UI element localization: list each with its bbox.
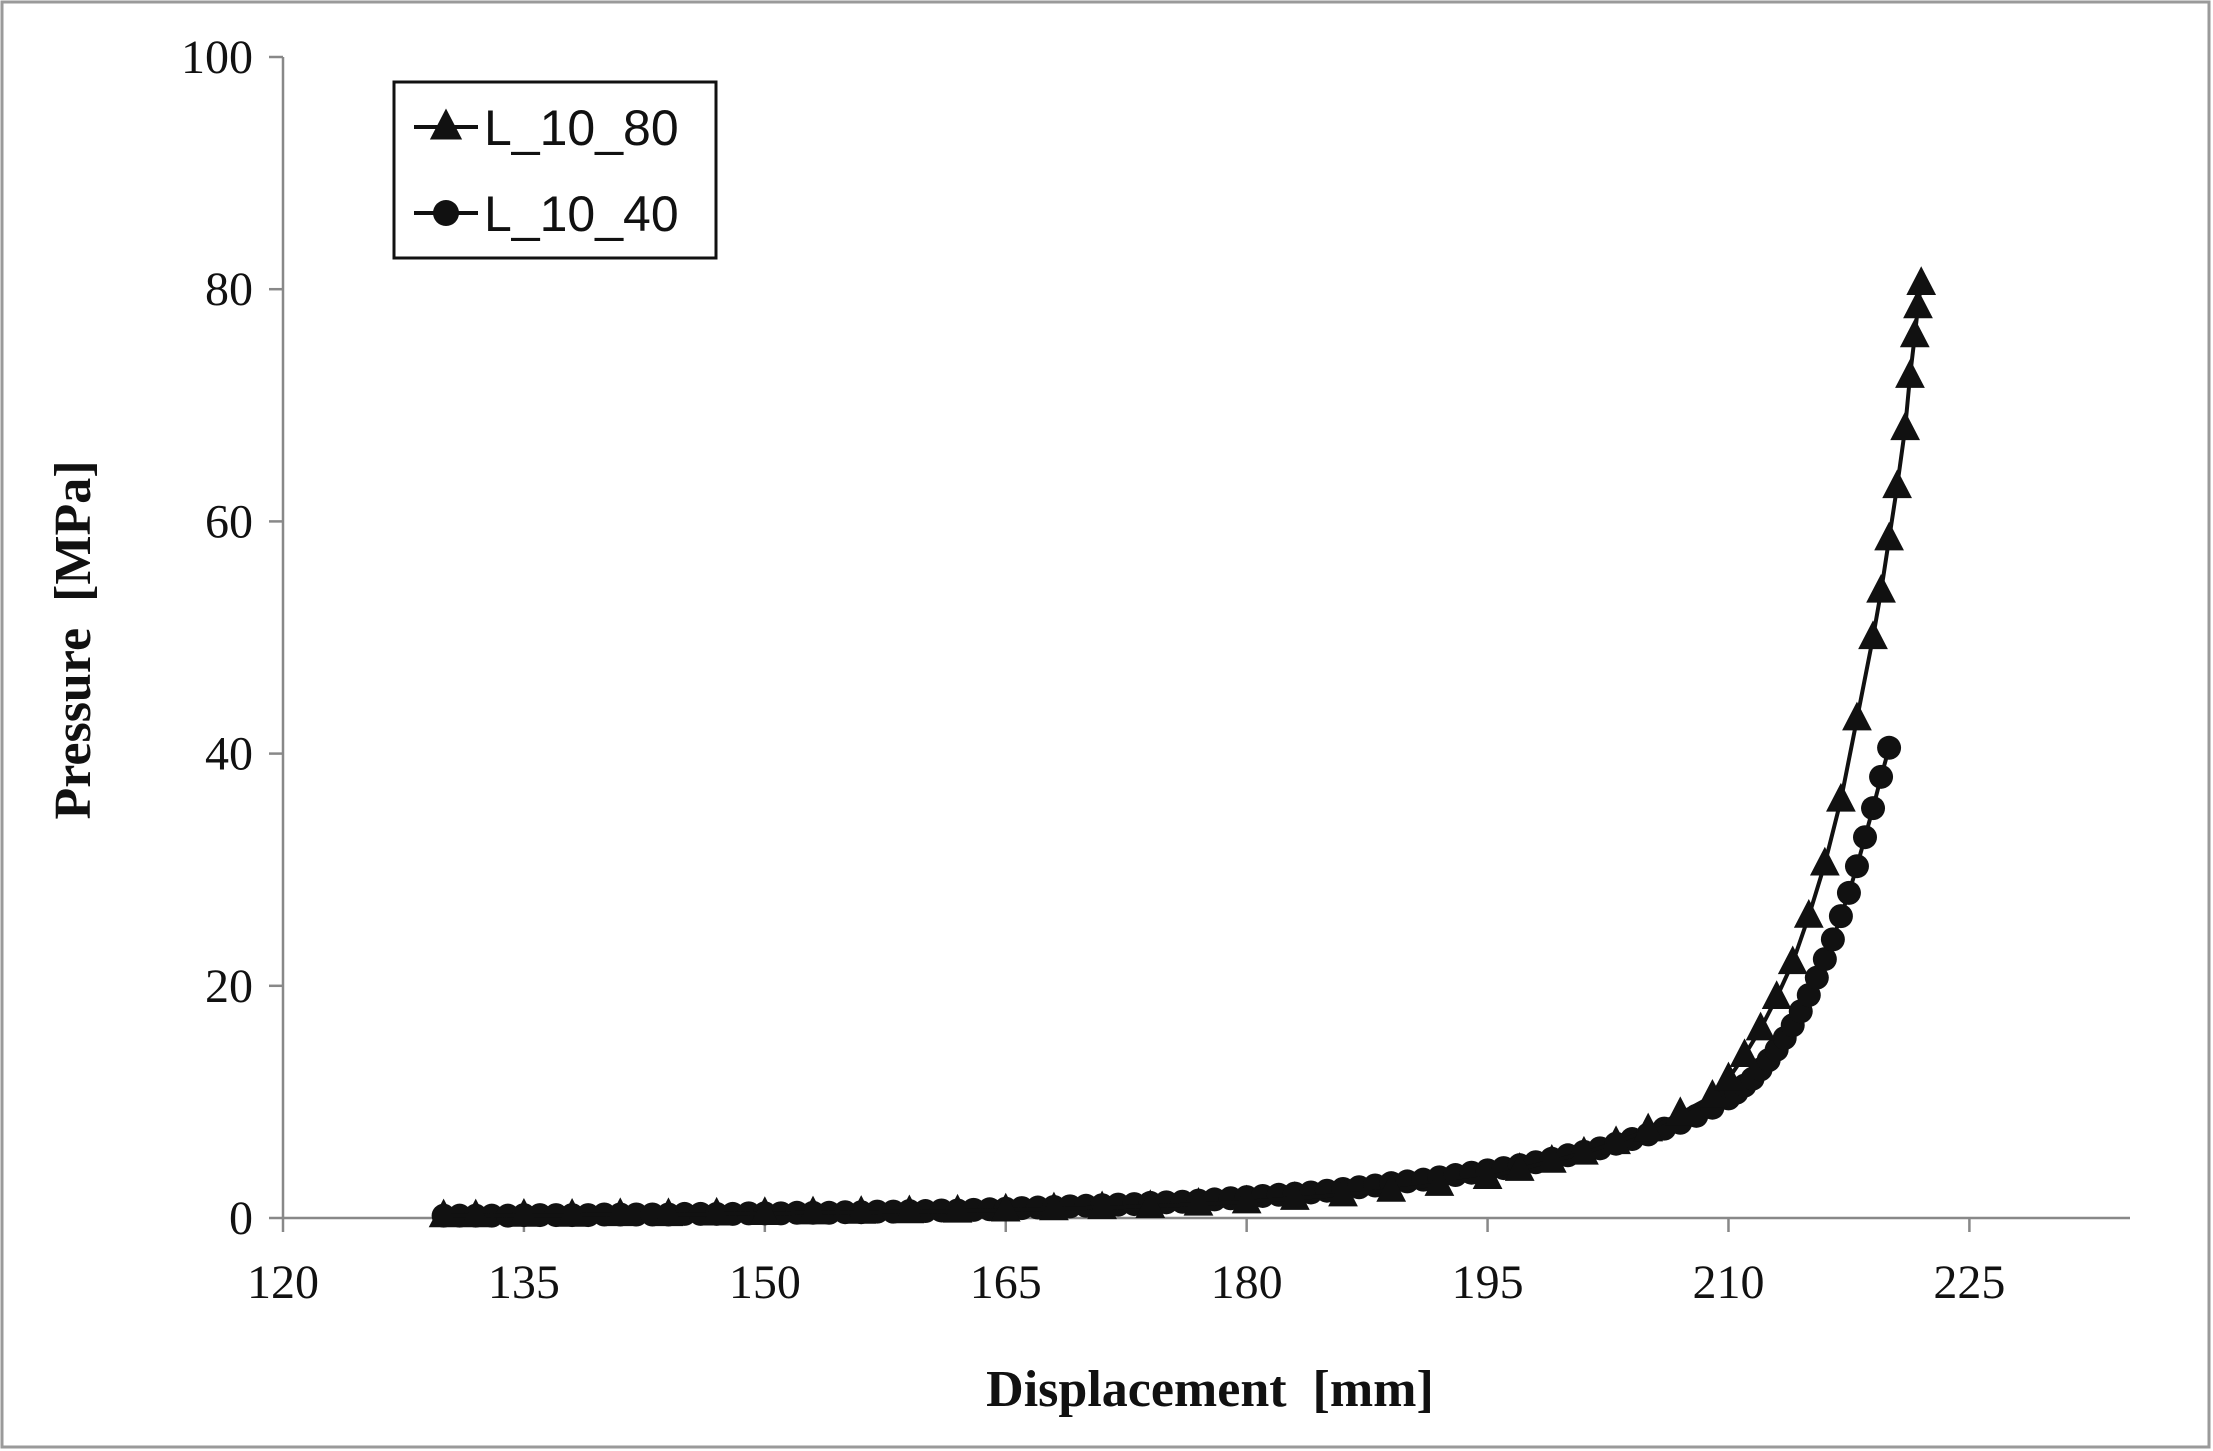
data-point — [1895, 359, 1925, 388]
data-point — [1633, 1112, 1664, 1142]
data-point — [1826, 782, 1856, 812]
data-point — [1183, 1186, 1214, 1216]
data-point — [1812, 947, 1837, 972]
legend-item: L_10_80 — [414, 100, 679, 156]
series-layer — [428, 266, 1937, 1228]
data-point — [1804, 965, 1829, 990]
legend-box — [392, 80, 718, 260]
x-tick-label: 210 — [1692, 1256, 1764, 1309]
data-point — [1906, 266, 1937, 295]
data-point — [1882, 469, 1912, 499]
data-point — [1793, 899, 1824, 928]
y-tick-label: 60 — [205, 495, 253, 548]
data-point — [1087, 1190, 1117, 1220]
data-point — [846, 1195, 877, 1224]
data-point — [1899, 318, 1930, 348]
legend-label: L_10_80 — [484, 100, 679, 156]
y-tick-label: 80 — [205, 263, 253, 316]
y-axis: 0 20 40 60 80 100 — [181, 31, 285, 1245]
x-tick-label: 135 — [488, 1256, 560, 1309]
data-point — [894, 1194, 925, 1224]
data-point — [1874, 521, 1904, 551]
data-point — [1504, 1152, 1535, 1181]
data-point — [1809, 846, 1840, 876]
x-tick-label: 225 — [1933, 1256, 2005, 1309]
data-point — [942, 1193, 973, 1223]
data-point — [1836, 880, 1861, 905]
data-point — [1231, 1184, 1262, 1214]
data-point — [460, 1198, 491, 1228]
data-point — [1844, 854, 1869, 879]
y-axis-title: Pressure [MPa] — [45, 460, 102, 819]
data-point — [1569, 1135, 1599, 1165]
x-tick-label: 195 — [1452, 1256, 1524, 1309]
data-point — [1861, 796, 1886, 821]
data-point — [1328, 1177, 1358, 1207]
data-point — [1729, 1038, 1760, 1068]
legend-label: L_10_40 — [484, 186, 679, 242]
data-point — [990, 1192, 1021, 1222]
data-point — [1869, 764, 1894, 789]
data-point — [1424, 1167, 1455, 1196]
data-point — [1745, 1011, 1776, 1041]
data-point — [1820, 927, 1845, 952]
data-point — [1903, 289, 1933, 319]
data-point — [1536, 1143, 1567, 1173]
data-point — [1376, 1173, 1407, 1202]
data-point — [509, 1197, 539, 1227]
y-tick-label: 40 — [205, 728, 253, 781]
data-point — [1135, 1189, 1166, 1218]
data-point — [653, 1197, 684, 1227]
data-point — [1877, 735, 1902, 760]
data-point — [1039, 1191, 1069, 1221]
data-point — [1665, 1096, 1696, 1126]
data-point — [1866, 573, 1896, 603]
y-tick-label: 0 — [229, 1192, 253, 1245]
series-L_10_80 — [428, 266, 1937, 1228]
data-point — [1890, 411, 1921, 441]
data-point — [1828, 904, 1853, 929]
data-point — [701, 1196, 732, 1226]
y-tick-label: 20 — [205, 960, 253, 1013]
x-tick-label: 165 — [970, 1256, 1042, 1309]
legend: L_10_80 L_10_40 — [392, 80, 718, 260]
legend-item: L_10_40 — [414, 186, 679, 242]
data-point — [605, 1197, 636, 1227]
data-point — [798, 1195, 828, 1225]
x-axis-title: Displacement [mm] — [986, 1361, 1434, 1418]
data-point — [1279, 1181, 1310, 1210]
data-point — [1761, 980, 1792, 1010]
data-point — [1842, 701, 1872, 731]
data-point — [1601, 1125, 1631, 1155]
data-point — [1713, 1061, 1744, 1091]
data-point — [1858, 620, 1888, 650]
y-tick-label: 100 — [181, 31, 253, 84]
legend-marker — [433, 200, 459, 226]
x-tick-label: 120 — [247, 1256, 319, 1309]
data-point — [428, 1198, 459, 1228]
x-tick-label: 150 — [729, 1256, 801, 1309]
data-point — [1852, 825, 1877, 850]
data-point — [557, 1197, 587, 1227]
x-tick-label: 180 — [1211, 1256, 1283, 1309]
data-point — [1777, 945, 1808, 975]
legend-marker — [429, 108, 463, 140]
data-point — [749, 1196, 780, 1225]
data-point — [1697, 1078, 1728, 1108]
data-point — [1472, 1160, 1503, 1189]
